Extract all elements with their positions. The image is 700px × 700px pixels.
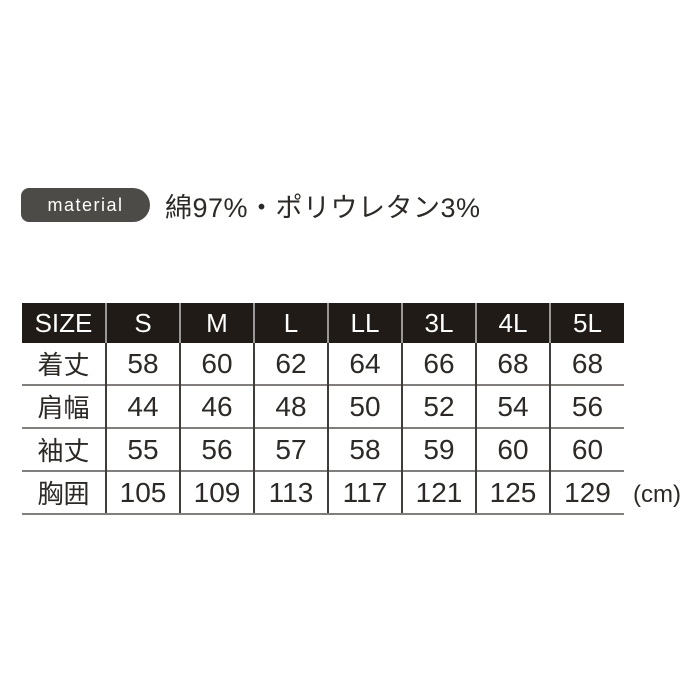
- material-badge: material: [21, 188, 150, 222]
- size-cell: 48: [253, 384, 328, 428]
- size-cell: 64: [327, 343, 402, 385]
- size-cell: 68: [475, 343, 550, 385]
- size-cell: 56: [179, 427, 254, 471]
- material-composition: 綿97%・ポリウレタン3%: [165, 192, 481, 223]
- size-table-header-row: SIZE S M L LL 3L 4L 5L: [22, 303, 624, 343]
- size-cell: 60: [549, 427, 624, 471]
- size-table-header-cell: 5L: [549, 303, 624, 343]
- size-cell: 129: [549, 470, 624, 515]
- size-cell: 60: [475, 427, 550, 471]
- size-row-label: 着丈: [37, 350, 90, 380]
- size-table-header-cell: L: [253, 303, 328, 343]
- size-table-header-cell: S: [105, 303, 180, 343]
- material-badge-label: material: [47, 194, 124, 215]
- size-cell: 50: [327, 384, 402, 428]
- size-table-header-cell: M: [179, 303, 254, 343]
- size-table-row: 袖丈 55 56 57 58 59 60 60: [22, 427, 624, 471]
- material-section: material 綿97%・ポリウレタン3%: [21, 188, 481, 223]
- size-cell: 58: [105, 343, 180, 385]
- size-table-header-cell: LL: [327, 303, 402, 343]
- size-cell: 68: [549, 343, 624, 385]
- size-table-header-cell: 4L: [475, 303, 550, 343]
- size-table-row: 肩幅 44 46 48 50 52 54 56: [22, 384, 624, 428]
- size-cell: 59: [401, 427, 476, 471]
- size-row-label: 胸囲: [22, 470, 106, 515]
- size-cell: 58: [327, 427, 402, 471]
- size-cell: 66: [401, 343, 476, 385]
- size-row-label: 肩幅: [22, 384, 106, 428]
- size-table-header-cell: 3L: [401, 303, 476, 343]
- size-table-row: 胸囲 105 109 113 117 121 125 129: [22, 470, 624, 515]
- size-cell: 113: [253, 470, 328, 515]
- size-cell: 56: [549, 384, 624, 428]
- size-cell: 125: [475, 470, 550, 515]
- size-table-row: 着丈 58 60 62 64 66 68 68: [22, 343, 624, 385]
- size-cell: 54: [475, 384, 550, 428]
- size-cell: 55: [105, 427, 180, 471]
- size-cell: 121: [401, 470, 476, 515]
- size-cell: 52: [401, 384, 476, 428]
- size-cell: 44: [105, 384, 180, 428]
- size-table: SIZE S M L LL 3L 4L 5L 着丈 58 60 62 64 66…: [22, 303, 624, 515]
- size-cell: 60: [179, 343, 254, 385]
- size-row-label: 袖丈: [22, 427, 106, 471]
- size-cell: 117: [327, 470, 402, 515]
- size-cell: 105: [105, 470, 180, 515]
- size-table-header-cell: SIZE: [22, 303, 106, 343]
- unit-label: (cm): [633, 481, 681, 508]
- size-cell: 46: [179, 384, 254, 428]
- size-cell: 57: [253, 427, 328, 471]
- size-cell: 109: [179, 470, 254, 515]
- size-cell: 62: [253, 343, 328, 385]
